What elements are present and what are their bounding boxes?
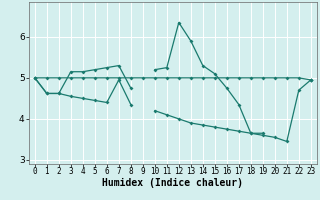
X-axis label: Humidex (Indice chaleur): Humidex (Indice chaleur) (102, 178, 243, 188)
